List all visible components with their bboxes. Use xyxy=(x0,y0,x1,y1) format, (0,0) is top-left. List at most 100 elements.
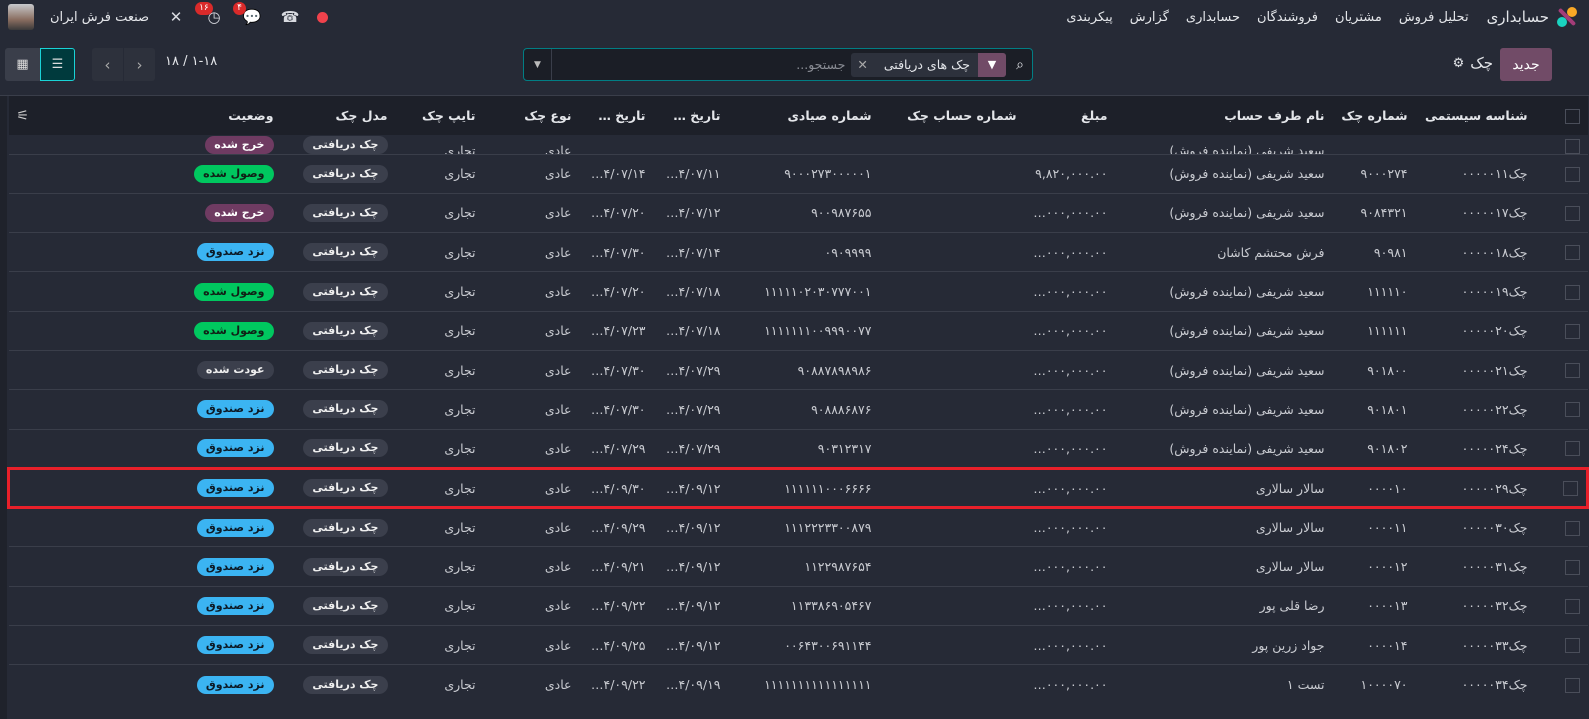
table-row[interactable]: چک۰۰۰۰۰۲۴ ۹۰۱۸۰۲ سعید شریفی (نماینده فروش)… xyxy=(8,428,1588,469)
cell-due-date: ۱۴۰۴/۰۷/۳۰ xyxy=(579,232,654,272)
col-check-number[interactable]: شماره چک xyxy=(1332,96,1416,135)
table-row[interactable]: چک۰۰۰۰۰۳۴ ۱۰۰۰۰۷۰ تست ۱ ۳۰۰,۰۰۰,۰۰۰.۰۰ ۱۱۱۱۱… xyxy=(8,664,1588,705)
app-name: حسابداری xyxy=(1486,8,1549,26)
avatar[interactable] xyxy=(8,4,34,30)
cell-status: وصول شده xyxy=(181,271,282,312)
row-checkbox[interactable] xyxy=(1535,310,1588,351)
row-checkbox[interactable] xyxy=(1535,232,1588,272)
menu-vendors[interactable]: فروشندگان xyxy=(1257,9,1319,25)
menu-sales-analysis[interactable]: تحلیل فروش xyxy=(1398,9,1469,25)
row-checkbox[interactable] xyxy=(1535,585,1588,626)
cell-due-date: ۱۴۰۴/۰۷/۳۰ xyxy=(579,349,654,390)
cell-check-model: چک دریافتی xyxy=(281,192,396,233)
table-row[interactable]: چک۰۰۰۰۰۲۲ ۹۰۱۸۰۱ سعید شریفی (نماینده فروش)… xyxy=(8,389,1588,430)
optional-columns-icon[interactable]: ⚟ xyxy=(8,96,182,135)
cell-sayadi-number xyxy=(729,135,880,154)
activity-clock-icon[interactable]: ◷ ۱۶ xyxy=(195,2,225,26)
row-checkbox[interactable] xyxy=(1535,507,1588,547)
row-checkbox[interactable] xyxy=(1535,664,1588,705)
table-row[interactable]: چک۰۰۰۰۰۱۸ ۹۰۹۸۱ فرش محتشم کاشان ۹۰,۰۰۰,۰۰۰.… xyxy=(8,232,1588,272)
row-checkbox[interactable] xyxy=(1535,389,1588,430)
col-status[interactable]: وضعیت xyxy=(181,96,282,135)
row-checkbox[interactable] xyxy=(1535,546,1588,587)
table-row[interactable]: چک۰۰۰۰۰۳۰ ۰۰۰۰۱۱ سالار سالاری ۵۰۰,۰۰۰,۰۰۰.۰… xyxy=(8,507,1588,547)
table-row[interactable]: چک۰۰۰۰۰۳۳ ۰۰۰۰۱۴ جواد زرین پور ۶۶۰,۰۰۰,۰۰۰.… xyxy=(8,625,1588,665)
col-check-model[interactable]: مدل چک xyxy=(281,96,396,135)
row-checkbox[interactable] xyxy=(1535,466,1589,510)
cell-due-date: ۱۴۰۴/۰۹/۲۵ xyxy=(579,625,654,665)
cell-check-number: ۱۱۱۱۱۰ xyxy=(1332,271,1416,312)
recording-dot-icon[interactable] xyxy=(317,11,329,23)
col-system-id[interactable]: شناسه سیستمی xyxy=(1415,96,1536,135)
status-badge: نزد صندوق xyxy=(196,400,274,419)
cell-due-date: ۱۴۰۴/۰۹/۲۱ xyxy=(579,546,654,587)
tools-icon[interactable]: ✕ xyxy=(169,8,183,26)
cell-sayadi-number: ۱۱۱۱۱۰۲۰۳۰۷۷۷۰۰۱ xyxy=(728,271,880,312)
row-checkbox[interactable] xyxy=(1535,192,1588,233)
pager-value[interactable]: ۱-۱۸ / ۱۸ xyxy=(165,54,218,69)
col-sayadi-number[interactable]: شماره صیادی xyxy=(728,96,880,135)
cell-check-number: ۹۰۱۸۰۲ xyxy=(1332,428,1416,469)
col-issue-date[interactable]: تاریخ صدور xyxy=(653,96,729,135)
company-switcher[interactable]: صنعت فرش ایران xyxy=(50,9,150,25)
facet-remove-icon[interactable]: ✕ xyxy=(857,57,868,72)
row-checkbox[interactable] xyxy=(1535,349,1588,390)
select-all-checkbox[interactable] xyxy=(1535,96,1588,135)
table-row[interactable]: چک۰۰۰۰۰۱۹ ۱۱۱۱۱۰ سعید شریفی (نماینده فروش)… xyxy=(8,271,1588,312)
col-amount[interactable]: مبلغ xyxy=(1024,96,1116,135)
table-row[interactable]: چک۰۰۰۰۰۳۲ ۰۰۰۰۱۳ رضا قلی پور ۲۲۰,۰۰۰,۰۰۰.۰۰… xyxy=(8,585,1588,626)
col-check-type[interactable]: تایپ چک xyxy=(395,96,484,135)
cell-due-date xyxy=(580,135,654,154)
control-panel: جدید چک ⚙ ⌕ ▼ چک های دریافتی ✕ ▼ ۱-۱۸ / … xyxy=(0,34,1589,96)
menu-accounting[interactable]: حسابداری xyxy=(1185,9,1240,25)
calendar-view-button[interactable]: ▦ xyxy=(5,48,40,81)
cell-check-type: تجاری xyxy=(395,507,484,547)
cell-check-number: ۰۰۰۰۱۱ xyxy=(1332,507,1416,547)
chat-icon[interactable]: 💬 ۴ xyxy=(233,2,263,26)
row-checkbox[interactable] xyxy=(1535,625,1588,665)
row-checkbox[interactable] xyxy=(1536,135,1588,154)
cell-system-id xyxy=(1416,135,1536,154)
search-options-toggle[interactable]: ▼ xyxy=(524,49,552,80)
menu-configuration[interactable]: پیکربندی xyxy=(1066,9,1113,25)
cell-check-kind: عادی xyxy=(483,389,580,430)
col-due-date[interactable]: تاریخ سررسید xyxy=(579,96,654,135)
cell-check-model: چک دریافتی xyxy=(281,664,396,705)
table-row[interactable]: چک۰۰۰۰۰۲۱ ۹۰۱۸۰۰ سعید شریفی (نماینده فروش)… xyxy=(8,349,1588,390)
cell-account-number xyxy=(879,153,1025,194)
cell-account-number xyxy=(879,664,1025,705)
search-input[interactable] xyxy=(552,57,852,72)
col-check-kind[interactable]: نوع چک xyxy=(483,96,580,135)
table-row[interactable]: چک۰۰۰۰۰۲۰ ۱۱۱۱۱۱ سعید شریفی (نماینده فروش)… xyxy=(8,310,1588,351)
cell-account-number xyxy=(879,349,1025,390)
gear-icon[interactable]: ⚙ xyxy=(1452,55,1465,71)
status-badge: نزد صندوق xyxy=(196,557,274,576)
cell-check-number: ۹۰۱۸۰۰ xyxy=(1332,349,1416,390)
row-checkbox[interactable] xyxy=(1535,428,1588,469)
col-account-number[interactable]: شماره حساب چک xyxy=(879,96,1025,135)
cell-account-number xyxy=(879,310,1025,351)
cell-check-kind: عادی xyxy=(483,428,580,469)
col-partner[interactable]: نام طرف حساب xyxy=(1115,96,1333,135)
cell-issue-date: ۱۴۰۴/۰۷/۱۱ xyxy=(653,153,729,194)
app-brand[interactable]: حسابداری xyxy=(1487,7,1577,27)
cell-spacer xyxy=(8,349,182,390)
table-row[interactable]: چک۰۰۰۰۰۱۷ ۹۰۸۴۳۲۱ سعید شریفی (نماینده فروش… xyxy=(8,192,1588,233)
table-row[interactable]: سعید شریفی (نماینده فروش) عادی تجاری چک دری… xyxy=(9,135,1588,154)
table-row[interactable]: چک۰۰۰۰۰۱۱ ۹۰۰۰۲۷۴ سعید شریفی (نماینده فروش… xyxy=(8,153,1588,194)
new-button[interactable]: جدید xyxy=(1500,48,1552,81)
pager-next-button[interactable]: › xyxy=(124,48,155,81)
row-checkbox[interactable] xyxy=(1535,153,1588,194)
row-checkbox[interactable] xyxy=(1535,271,1588,312)
table-row-highlighted[interactable]: چک۰۰۰۰۰۲۹ ۰۰۰۰۱۰ سالار سالاری ۳۰۰,۰۰۰,۰۰۰.۰… xyxy=(7,466,1589,510)
cell-check-kind: عادی xyxy=(544,142,572,154)
phone-icon[interactable]: ☎ xyxy=(280,8,300,26)
cell-check-number: ۱۱۱۱۱۱ xyxy=(1332,310,1416,351)
menu-customers[interactable]: مشتریان xyxy=(1335,9,1382,25)
menu-reporting[interactable]: گزارش xyxy=(1129,9,1169,25)
facet-label: چک های دریافتی xyxy=(883,57,970,72)
search-icon[interactable]: ⌕ xyxy=(1016,56,1024,73)
pager-previous-button[interactable]: ‹ xyxy=(92,48,123,81)
list-view-button[interactable]: ☰ xyxy=(40,48,75,81)
